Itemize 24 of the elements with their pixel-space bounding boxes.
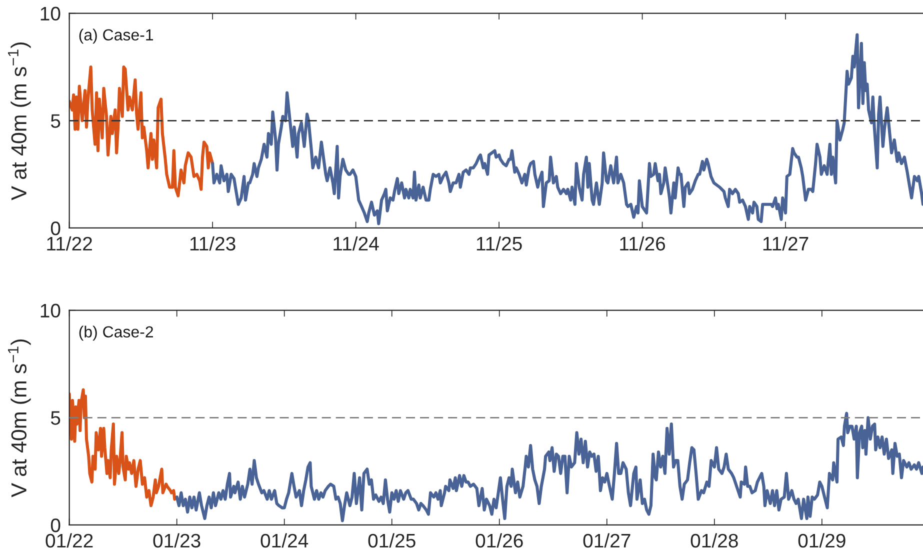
x-tick-label: 01/24	[260, 533, 308, 548]
y-tick-label: 0	[50, 221, 60, 236]
x-tick-label: 01/25	[368, 533, 416, 548]
x-tick-label: 01/26	[476, 533, 523, 548]
x-tick-label: 01/29	[798, 533, 846, 548]
x-tick-label: 11/22	[47, 236, 92, 251]
y-tick-label: 0	[50, 518, 60, 532]
x-tick-label: 01/22	[46, 533, 93, 548]
y-axis-title: V at 40m (m s$^{−1}$)	[8, 42, 31, 200]
x-tick-label: 11/26	[620, 236, 666, 251]
annotation: (a) Case-1	[79, 28, 154, 44]
x-tick-label: 11/24	[334, 236, 379, 251]
annotation: (b) Case-2	[79, 326, 153, 341]
y-tick-label: 5	[50, 114, 60, 128]
x-tick-label: 01/27	[583, 533, 630, 548]
x-tick-label: 11/27	[763, 236, 808, 251]
x-tick-label: 11/25	[476, 236, 522, 251]
y-axis-title: V at 40m (m s$^{−1}$)	[8, 340, 31, 498]
y-tick-label: 10	[40, 304, 60, 318]
y-tick-label: 10	[40, 6, 60, 21]
x-tick-label: 01/23	[153, 533, 200, 548]
x-tick-label: 11/23	[190, 236, 236, 251]
y-tick-label: 5	[50, 411, 60, 425]
x-tick-label: 01/28	[690, 533, 738, 548]
